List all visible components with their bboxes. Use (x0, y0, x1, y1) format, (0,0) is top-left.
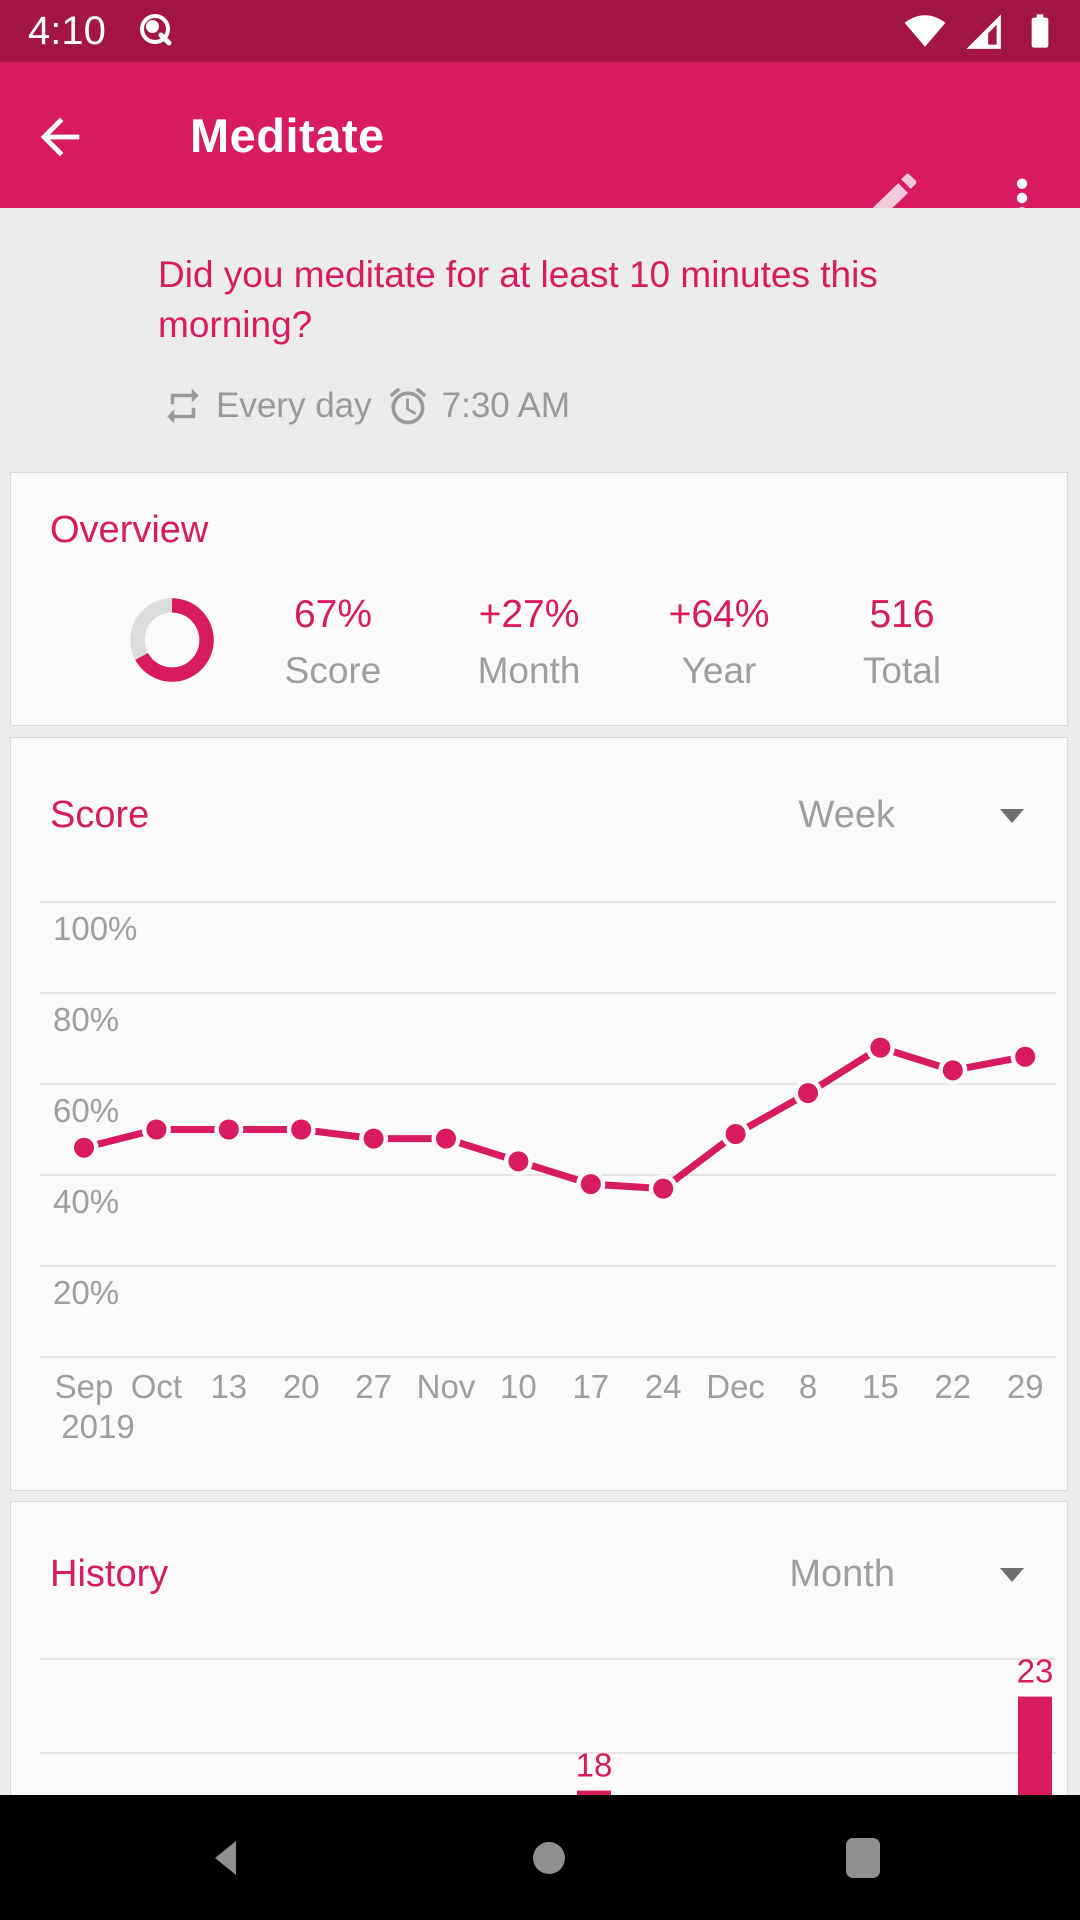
back-button[interactable] (30, 107, 90, 167)
score-card: Score Week (10, 737, 1068, 1491)
repeat-icon (162, 385, 204, 427)
stat-score: 67% Score (285, 593, 382, 692)
stat-value: +64% (668, 593, 770, 636)
stat-month: +27% Month (478, 593, 581, 692)
habit-schedule: Every day 7:30 AM (162, 384, 570, 428)
alarm-clock-icon (386, 384, 430, 428)
overview-card: Overview 67% Score +27% Month +64% Year … (10, 472, 1068, 726)
stat-label: Score (284, 650, 382, 691)
nav-back-button[interactable] (169, 1795, 289, 1920)
history-range-value: Month (789, 1553, 895, 1595)
battery-icon (1020, 11, 1060, 51)
back-triangle-icon (205, 1834, 253, 1882)
stat-value: +27% (478, 593, 580, 636)
chevron-down-icon (999, 807, 1025, 825)
habit-question: Did you meditate for at least 10 minutes… (158, 254, 878, 345)
stat-value: 67% (293, 593, 373, 636)
home-circle-icon (525, 1834, 573, 1882)
android-nav-bar (0, 1795, 1080, 1920)
stat-label: Total (862, 650, 942, 691)
status-bar: 4:10 (0, 0, 1080, 62)
question-section: Did you meditate for at least 10 minutes… (0, 208, 1080, 466)
stat-label: Month (477, 650, 581, 691)
history-range-dropdown[interactable]: Month (789, 1553, 1025, 1596)
status-icons (904, 10, 1060, 52)
overview-title: Overview (50, 509, 209, 551)
history-title: History (50, 1553, 169, 1595)
nav-home-button[interactable] (489, 1795, 609, 1920)
score-ring-chart (124, 592, 220, 688)
score-title: Score (50, 794, 150, 836)
stat-label: Year (681, 650, 757, 691)
page-title: Meditate (190, 109, 385, 162)
app-bar: Meditate (0, 62, 1080, 221)
stat-year: +64% Year (669, 593, 770, 692)
stat-value: 516 (869, 593, 935, 636)
reminder-time-label: 7:30 AM (441, 386, 571, 425)
android-q-logo-icon (132, 8, 178, 54)
score-range-dropdown[interactable]: Week (799, 794, 1025, 837)
ring-progress (130, 598, 214, 682)
chevron-down-icon (999, 1566, 1025, 1584)
status-time: 4:10 (28, 8, 106, 53)
arrow-left-icon (31, 108, 89, 166)
frequency-label: Every day (216, 386, 372, 425)
stat-total: 516 Total (863, 593, 941, 692)
nav-recents-button[interactable] (803, 1795, 923, 1920)
recents-square-icon (839, 1834, 887, 1882)
score-range-value: Week (798, 794, 895, 836)
wifi-icon (904, 10, 946, 52)
cell-signal-icon (962, 10, 1004, 52)
